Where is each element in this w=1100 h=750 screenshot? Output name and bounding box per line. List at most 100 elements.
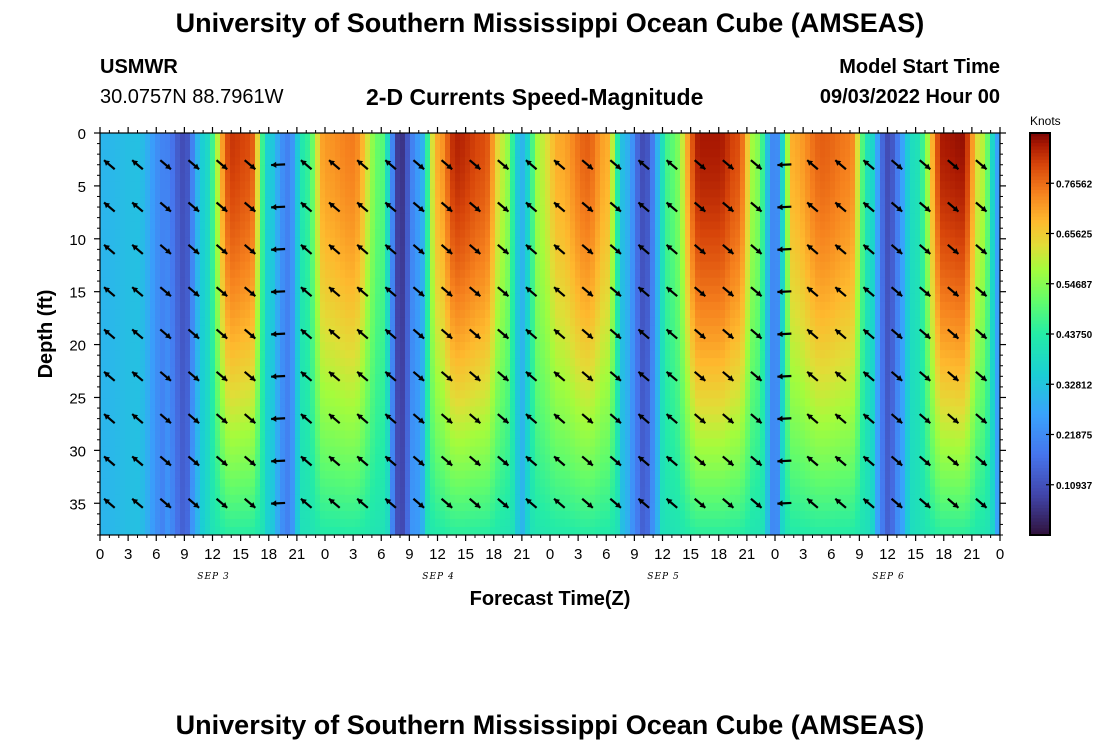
heatmap-cell [275,141,281,150]
heatmap-cell [510,342,516,351]
heatmap-cell [285,133,291,142]
heatmap-cell [175,382,181,391]
heatmap-cell [240,301,246,311]
heatmap-cell [215,309,221,319]
heatmap-cell [265,229,271,239]
heatmap-cell [565,213,571,223]
heatmap-cell [555,309,561,319]
heatmap-cell [345,438,351,448]
heatmap-cell [495,285,501,295]
heatmap-cell [275,277,281,287]
heatmap-cell [460,141,466,150]
heatmap-cell [395,221,401,231]
heatmap-cell [515,141,521,150]
heatmap-cell [105,269,111,279]
heatmap-cell [580,149,586,158]
heatmap-cell [390,470,396,480]
heatmap-cell [375,285,381,295]
heatmap-cell [180,342,186,351]
heatmap-cell [590,390,596,399]
heatmap-cell [510,221,516,231]
heatmap-cell [350,277,356,287]
heatmap-cell [410,382,416,391]
heatmap-cell [210,213,216,223]
heatmap-cell [255,317,261,327]
heatmap-cell [215,269,221,279]
heatmap-cell [100,133,106,142]
heatmap-cell [325,149,331,158]
heatmap-cell [535,486,541,496]
heatmap-cell [400,526,406,535]
heatmap-cell [465,237,471,247]
heatmap-cell [505,374,511,383]
heatmap-cell [430,446,436,456]
heatmap-cell [130,165,136,174]
heatmap-cell [175,398,181,407]
heatmap-cell [455,518,461,528]
heatmap-cell [355,470,361,480]
heatmap-cell [485,325,491,335]
heatmap-cell [120,422,126,432]
heatmap-cell [100,494,106,504]
heatmap-cell [105,430,111,440]
heatmap-cell [280,173,286,182]
heatmap-cell [295,414,301,424]
heatmap-cell [570,366,576,375]
heatmap-cell [220,237,226,247]
heatmap-cell [550,382,556,391]
heatmap-cell [515,309,521,319]
heatmap-cell [450,325,456,335]
heatmap-cell [360,374,366,383]
heatmap-cell [420,213,426,223]
heatmap-cell [565,446,571,456]
heatmap-cell [155,366,161,375]
heatmap-cell [265,510,271,520]
heatmap-cell [590,454,596,464]
heatmap-cell [330,245,336,255]
heatmap-cell [325,269,331,279]
station-id: USMWR [100,56,178,78]
heatmap-cell [535,293,541,303]
heatmap-cell [465,502,471,512]
heatmap-cell [545,293,551,303]
heatmap-cell [120,157,126,166]
heatmap-cell [495,462,501,472]
heatmap-cell [280,430,286,440]
heatmap-cell [105,293,111,303]
heatmap-cell [550,526,556,535]
heatmap-cell [450,309,456,319]
heatmap-cell [160,189,166,198]
heatmap-cell [200,133,206,142]
heatmap-cell [165,334,171,343]
heatmap-cell [380,237,386,247]
heatmap-cell [205,374,211,383]
heatmap-cell [375,494,381,504]
heatmap-cell [390,350,396,359]
heatmap-cell [595,141,601,150]
heatmap-cell [415,189,421,198]
heatmap-cell [410,342,416,351]
heatmap-cell [585,197,591,206]
heatmap-cell [205,478,211,488]
heatmap-cell [395,141,401,150]
heatmap-cell [160,502,166,512]
heatmap-cell [145,342,151,351]
heatmap-cell [320,245,326,255]
heatmap-cell [590,309,596,319]
heatmap-cell [300,350,306,359]
heatmap-cell [235,309,241,319]
heatmap-cell [395,325,401,335]
heatmap-cell [580,317,586,327]
heatmap-cell [315,510,321,520]
heatmap-cell [115,253,121,263]
heatmap-cell [195,446,201,456]
heatmap-cell [430,414,436,424]
heatmap-cell [265,173,271,182]
heatmap-cell [100,518,106,528]
heatmap-cell [185,173,191,182]
heatmap-cell [315,285,321,295]
heatmap-cell [290,261,296,271]
heatmap-cell [110,470,116,480]
heatmap-cell [490,285,496,295]
heatmap-cell [570,446,576,456]
